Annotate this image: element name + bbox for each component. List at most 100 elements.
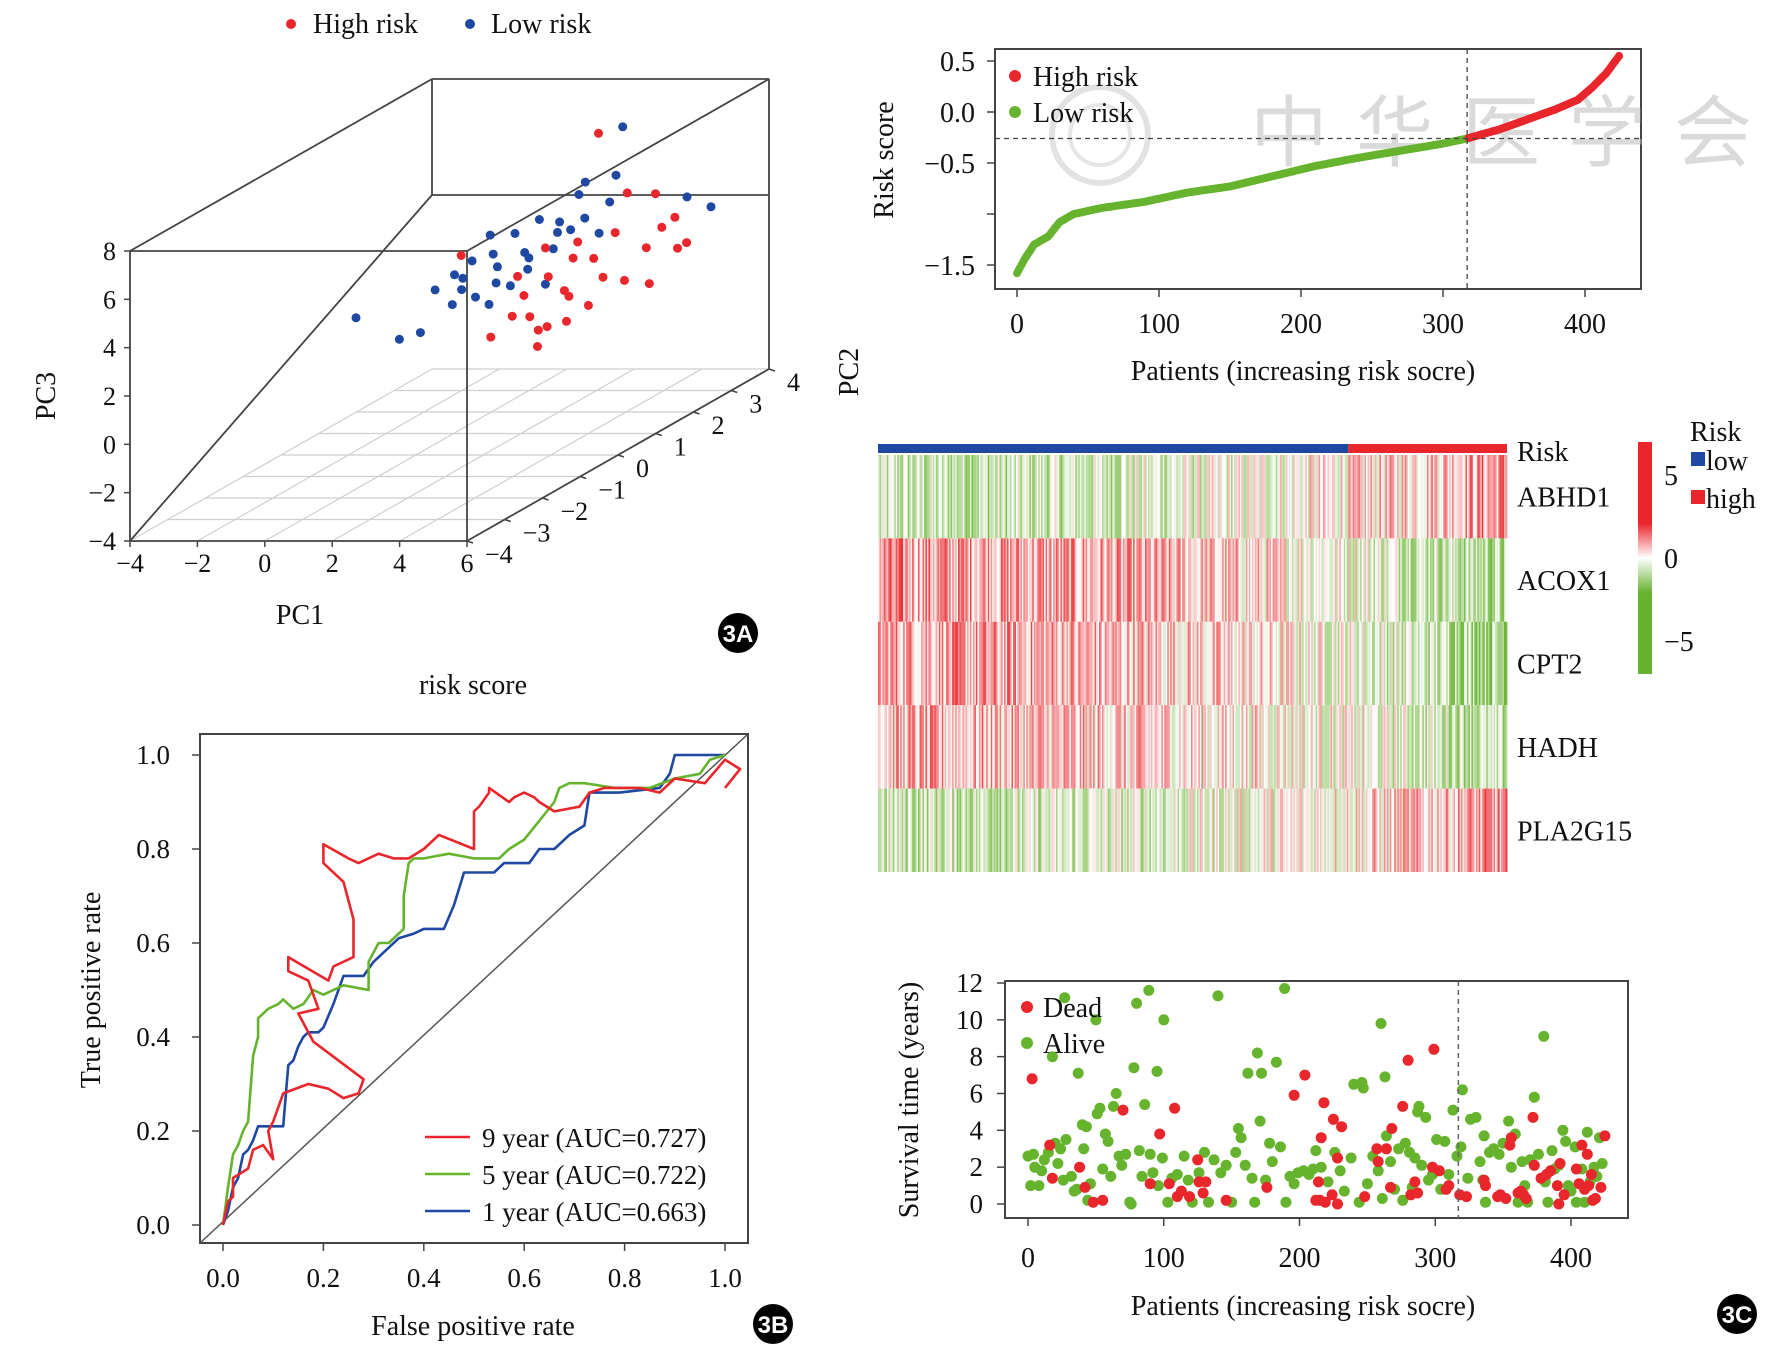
alive-point [1505, 1161, 1517, 1173]
alive-point [1027, 1148, 1039, 1160]
heatmap-cell [1413, 705, 1416, 789]
heatmap-cell [925, 621, 928, 706]
heatmap-cell [1060, 538, 1063, 622]
heatmap-cell [1471, 621, 1474, 706]
heatmap-cell [909, 705, 912, 789]
heatmap-cell [1262, 455, 1265, 539]
heatmap-cell [1042, 788, 1045, 872]
heatmap-cell [959, 788, 962, 872]
heatmap-legend-title: Risk [1690, 417, 1741, 448]
heatmap-cell [922, 788, 925, 872]
heatmap-cell [880, 455, 883, 539]
heatmap-cell [1450, 455, 1453, 539]
heatmap-cell [1380, 788, 1383, 872]
heatmap-cell [941, 621, 944, 706]
heatmap-cell [1499, 538, 1502, 622]
low-risk-point [457, 285, 467, 295]
heatmap-cell [1042, 705, 1045, 789]
x-tick-label: 0 [1010, 309, 1024, 340]
heatmap-cell [1483, 705, 1486, 789]
heatmap-cell [1389, 621, 1392, 706]
heatmap-cell [1057, 705, 1060, 789]
alive-point [1105, 1170, 1117, 1182]
heatmap-cell [1053, 538, 1055, 622]
heatmap-cell [1110, 538, 1113, 622]
x-tick-label: 200 [1279, 1243, 1321, 1274]
heatmap-cell [958, 788, 960, 872]
heatmap-cell [1297, 621, 1300, 706]
heatmap-cell [1051, 455, 1054, 539]
heatmap-cell [1247, 788, 1250, 872]
heatmap-cell [996, 538, 999, 622]
heatmap-cell [901, 788, 904, 872]
heatmap-cell [1422, 538, 1425, 622]
heatmap-cell [1038, 621, 1041, 706]
heatmap-cell [1458, 455, 1460, 539]
heatmap-cell [1158, 621, 1161, 706]
heatmap-cell [1202, 538, 1205, 622]
heatmap-cell [1372, 455, 1374, 539]
high-risk-point [622, 188, 632, 198]
heatmap-cell [1029, 788, 1032, 872]
heatmap-cell [1237, 788, 1239, 872]
heatmap-cell [1220, 621, 1223, 706]
high-risk-point [542, 322, 552, 332]
heatmap-cell [1321, 621, 1324, 706]
heatmap-cell [1081, 705, 1084, 789]
heatmap-cell [1124, 538, 1127, 622]
heatmap-cell [1177, 538, 1180, 622]
heatmap-cell [1050, 538, 1052, 622]
heatmap-cell [1017, 705, 1020, 789]
heatmap-cell [1268, 788, 1271, 872]
heatmap-cell [978, 538, 981, 622]
heatmap-cell [1091, 621, 1094, 706]
dead-point [1599, 1130, 1611, 1142]
heatmap-cell [946, 538, 949, 622]
heatmap-cell [878, 538, 880, 622]
heatmap-cell [1447, 705, 1450, 789]
heatmap-cell [885, 455, 888, 539]
heatmap-cell [1199, 621, 1202, 706]
heatmap-cell [1106, 621, 1109, 706]
heatmap-cell [1441, 621, 1444, 706]
depth-tick [617, 454, 625, 458]
heatmap-cell [1311, 788, 1314, 872]
heatmap-cell [1099, 455, 1101, 539]
heatmap-cell [972, 621, 975, 706]
heatmap-cell [1024, 455, 1027, 539]
heatmap-cell [1002, 788, 1005, 872]
heatmap-cell [1351, 621, 1354, 706]
heatmap-cell [1204, 455, 1207, 539]
alive-point [1182, 1174, 1194, 1186]
heatmap-cell [1459, 621, 1462, 706]
heatmap-cell [1360, 705, 1363, 789]
heatmap-cell [1183, 621, 1186, 706]
heatmap-cell [1401, 621, 1404, 706]
heatmap-cell [1058, 621, 1061, 706]
heatmap-cell [1291, 788, 1294, 872]
heatmap-cell [1438, 455, 1441, 539]
heatmap-cell [943, 538, 946, 622]
heatmap-cell [906, 621, 909, 706]
dead-point [1184, 1191, 1195, 1203]
heatmap-cell [1285, 455, 1288, 539]
heatmap-cell [1453, 705, 1456, 789]
heatmap-cell [1176, 705, 1179, 789]
heatmap-cell [1115, 455, 1118, 539]
heatmap-cell [1173, 538, 1176, 622]
heatmap-cell [1415, 621, 1417, 706]
heatmap-cell [1486, 455, 1489, 539]
sv-legend-alive-label: Alive [1043, 1029, 1105, 1060]
heatmap-cell [1088, 455, 1091, 539]
heatmap-cell [962, 705, 965, 789]
heatmap-cell [1174, 788, 1177, 872]
heatmap-cell [1416, 621, 1419, 706]
heatmap-cell [1377, 621, 1380, 706]
heatmap-cell [1366, 788, 1368, 872]
heatmap-cell [1050, 788, 1052, 872]
heatmap-cell [1300, 705, 1303, 789]
heatmap-cell [990, 788, 993, 872]
y-tick-label: 10 [956, 1005, 983, 1035]
heatmap-cell [1213, 788, 1216, 872]
